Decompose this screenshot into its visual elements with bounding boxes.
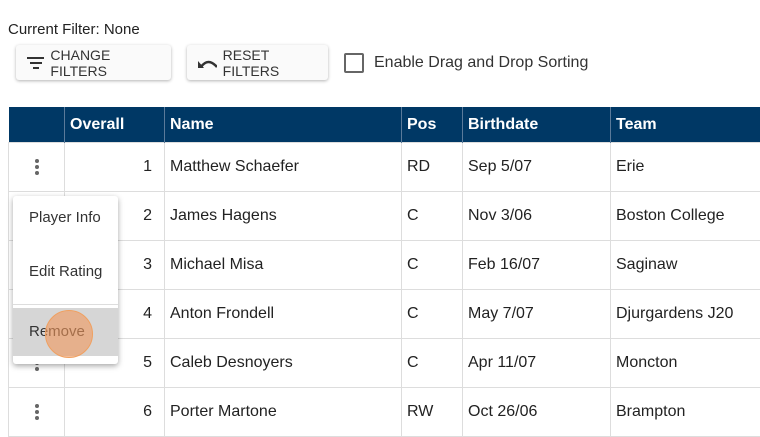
cell-birthdate: Apr 11/07 — [463, 339, 611, 388]
cell-pos: C — [402, 290, 463, 339]
cell-team: Erie — [611, 143, 760, 192]
column-header-actions — [9, 107, 65, 143]
current-filter-label: Current Filter: None — [8, 21, 140, 38]
click-indicator — [45, 310, 93, 358]
cell-overall: 1 — [65, 143, 165, 192]
table-header: Overall Name Pos Birthdate Team — [9, 107, 760, 143]
row-actions-cell[interactable] — [9, 388, 65, 437]
cell-pos: C — [402, 241, 463, 290]
column-header-team[interactable]: Team — [611, 107, 760, 143]
cell-name: Matthew Schaefer — [165, 143, 402, 192]
cell-birthdate: May 7/07 — [463, 290, 611, 339]
cell-birthdate: Sep 5/07 — [463, 143, 611, 192]
drag-drop-checkbox[interactable] — [344, 53, 364, 73]
cell-name: Porter Martone — [165, 388, 402, 437]
cell-name: Michael Misa — [165, 241, 402, 290]
cell-pos: C — [402, 339, 463, 388]
cell-pos: RW — [402, 388, 463, 437]
column-header-pos[interactable]: Pos — [402, 107, 463, 143]
reset-filters-button[interactable]: RESET FILTERS — [187, 45, 328, 80]
cell-team: Brampton — [611, 388, 760, 437]
cell-name: James Hagens — [165, 192, 402, 241]
menu-item-edit-rating[interactable]: Edit Rating — [13, 263, 118, 287]
cell-birthdate: Feb 16/07 — [463, 241, 611, 290]
change-filters-button[interactable]: CHANGE FILTERS — [16, 45, 171, 80]
cell-birthdate: Oct 26/06 — [463, 388, 611, 437]
cell-overall: 6 — [65, 388, 165, 437]
more-vert-icon[interactable] — [34, 158, 40, 176]
more-vert-icon[interactable] — [34, 403, 40, 421]
reset-filters-label: RESET FILTERS — [223, 47, 318, 79]
drag-drop-label: Enable Drag and Drop Sorting — [374, 54, 588, 72]
cell-birthdate: Nov 3/06 — [463, 192, 611, 241]
column-header-name[interactable]: Name — [165, 107, 402, 143]
filter-icon — [26, 56, 44, 70]
menu-item-player-info[interactable]: Player Info — [13, 209, 118, 233]
row-actions-cell[interactable] — [9, 143, 65, 192]
cell-name: Caleb Desnoyers — [165, 339, 402, 388]
cell-pos: RD — [402, 143, 463, 192]
cell-name: Anton Frondell — [165, 290, 402, 339]
menu-divider — [13, 304, 118, 305]
column-header-overall[interactable]: Overall — [65, 107, 165, 143]
cell-team: Djurgardens J20 — [611, 290, 760, 339]
cell-pos: C — [402, 192, 463, 241]
cell-team: Saginaw — [611, 241, 760, 290]
cell-team: Moncton — [611, 339, 760, 388]
undo-icon — [197, 56, 217, 70]
column-header-birthdate[interactable]: Birthdate — [463, 107, 611, 143]
change-filters-label: CHANGE FILTERS — [50, 47, 161, 79]
cell-team: Boston College — [611, 192, 760, 241]
